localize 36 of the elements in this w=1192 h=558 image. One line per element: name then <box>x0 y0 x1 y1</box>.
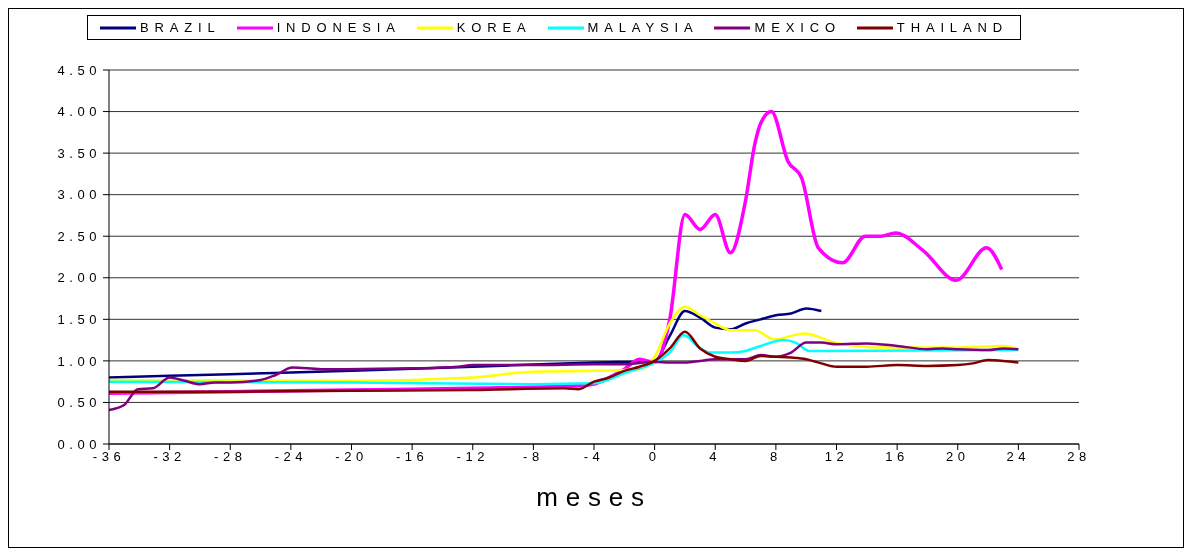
legend-label: BRAZIL <box>139 20 221 35</box>
y-tick-label: 3.00 <box>57 187 101 203</box>
x-tick-label: 20 <box>945 449 970 465</box>
y-tick-label: 2.00 <box>57 270 101 286</box>
y-tick-label: 4.00 <box>57 104 101 120</box>
y-tick-label: 2.50 <box>57 228 101 244</box>
y-tick-label: 4.50 <box>57 62 101 78</box>
y-tick-label: 1.00 <box>57 353 101 369</box>
x-tick-label: 8 <box>769 449 782 465</box>
legend-label: KOREA <box>455 20 532 35</box>
x-tick-label: -28 <box>214 449 247 465</box>
x-tick-label: -32 <box>153 449 186 465</box>
y-tick-label: 3.50 <box>57 145 101 161</box>
x-tick-label: 12 <box>824 449 849 465</box>
y-tick-label: 0.00 <box>57 436 101 452</box>
x-tick-label: 24 <box>1006 449 1031 465</box>
x-tick-label: -16 <box>395 449 429 465</box>
legend-label: MALAYSIA <box>586 20 699 35</box>
x-tick-label: 4 <box>709 449 722 465</box>
legend-label: THAILAND <box>895 20 1008 35</box>
line-series <box>109 341 1020 412</box>
x-tick-label: -8 <box>523 449 544 465</box>
y-tick-label: 1.50 <box>57 311 101 327</box>
legend-label: MEXICO <box>753 20 841 35</box>
x-tick-label: -20 <box>335 449 368 465</box>
x-tick-label: -12 <box>456 449 489 465</box>
x-axis-title: meses <box>536 482 652 512</box>
x-tick-label: 0 <box>648 449 661 465</box>
x-tick-label: -24 <box>274 449 308 465</box>
x-tick-label: -4 <box>583 449 605 465</box>
x-tick-label: -36 <box>92 449 126 465</box>
legend-label: INDONESIA <box>275 20 401 35</box>
y-tick-label: 0.50 <box>57 395 101 411</box>
x-tick-label: 16 <box>885 449 909 465</box>
line-series <box>109 330 1020 393</box>
x-tick-label: 28 <box>1067 449 1091 465</box>
